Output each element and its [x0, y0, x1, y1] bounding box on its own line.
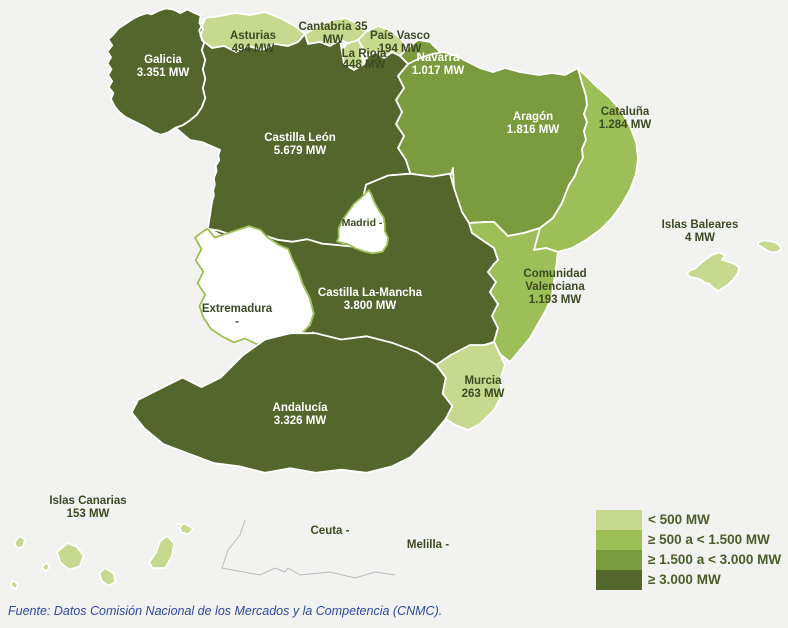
svg-text:3.351 MW: 3.351 MW	[137, 67, 190, 79]
svg-text:≥ 3.000 MW: ≥ 3.000 MW	[648, 572, 721, 587]
svg-text:≥ 500 a < 1.500 MW: ≥ 500 a < 1.500 MW	[648, 532, 770, 547]
svg-text:Castilla La-Mancha: Castilla La-Mancha	[318, 287, 423, 299]
svg-text:MW: MW	[323, 34, 344, 46]
svg-text:-: -	[235, 316, 239, 328]
svg-text:Aragón: Aragón	[513, 111, 553, 123]
svg-text:4 MW: 4 MW	[685, 232, 715, 244]
svg-text:1.193 MW: 1.193 MW	[529, 294, 582, 306]
svg-text:≥ 1.500 a < 3.000 MW: ≥ 1.500 a < 3.000 MW	[648, 552, 781, 567]
svg-text:Navarra: Navarra	[417, 52, 460, 64]
svg-text:Madrid -: Madrid -	[342, 217, 383, 229]
svg-text:494 MW: 494 MW	[232, 43, 275, 55]
svg-text:Ceuta -: Ceuta -	[311, 525, 350, 537]
svg-text:Extremadura: Extremadura	[202, 303, 273, 315]
svg-text:3.800 MW: 3.800 MW	[344, 300, 397, 312]
svg-text:Galicia: Galicia	[144, 54, 182, 66]
svg-text:Andalucía: Andalucía	[273, 402, 329, 414]
svg-text:153 MW: 153 MW	[67, 508, 110, 520]
svg-text:3.326 MW: 3.326 MW	[274, 415, 327, 427]
svg-text:1.284 MW: 1.284 MW	[599, 119, 652, 131]
svg-text:448 MW: 448 MW	[343, 59, 386, 71]
svg-text:5.679 MW: 5.679 MW	[274, 145, 327, 157]
svg-text:País Vasco: País Vasco	[370, 30, 430, 42]
svg-text:Melilla -: Melilla -	[407, 539, 449, 551]
svg-text:Cantabria 35: Cantabria 35	[298, 21, 368, 33]
svg-text:Islas Baleares: Islas Baleares	[662, 219, 739, 231]
svg-text:< 500 MW: < 500 MW	[648, 512, 710, 527]
svg-text:Asturias: Asturias	[230, 30, 276, 42]
svg-text:1.017 MW: 1.017 MW	[412, 65, 465, 77]
svg-text:Castilla León: Castilla León	[264, 132, 336, 144]
svg-text:Comunidad: Comunidad	[523, 268, 586, 280]
svg-text:Valenciana: Valenciana	[525, 281, 585, 293]
svg-text:Murcia: Murcia	[464, 375, 502, 387]
svg-text:Cataluña: Cataluña	[601, 106, 650, 118]
svg-text:263 MW: 263 MW	[462, 388, 505, 400]
svg-text:1.816 MW: 1.816 MW	[507, 124, 560, 136]
svg-text:Islas Canarias: Islas Canarias	[49, 495, 126, 507]
